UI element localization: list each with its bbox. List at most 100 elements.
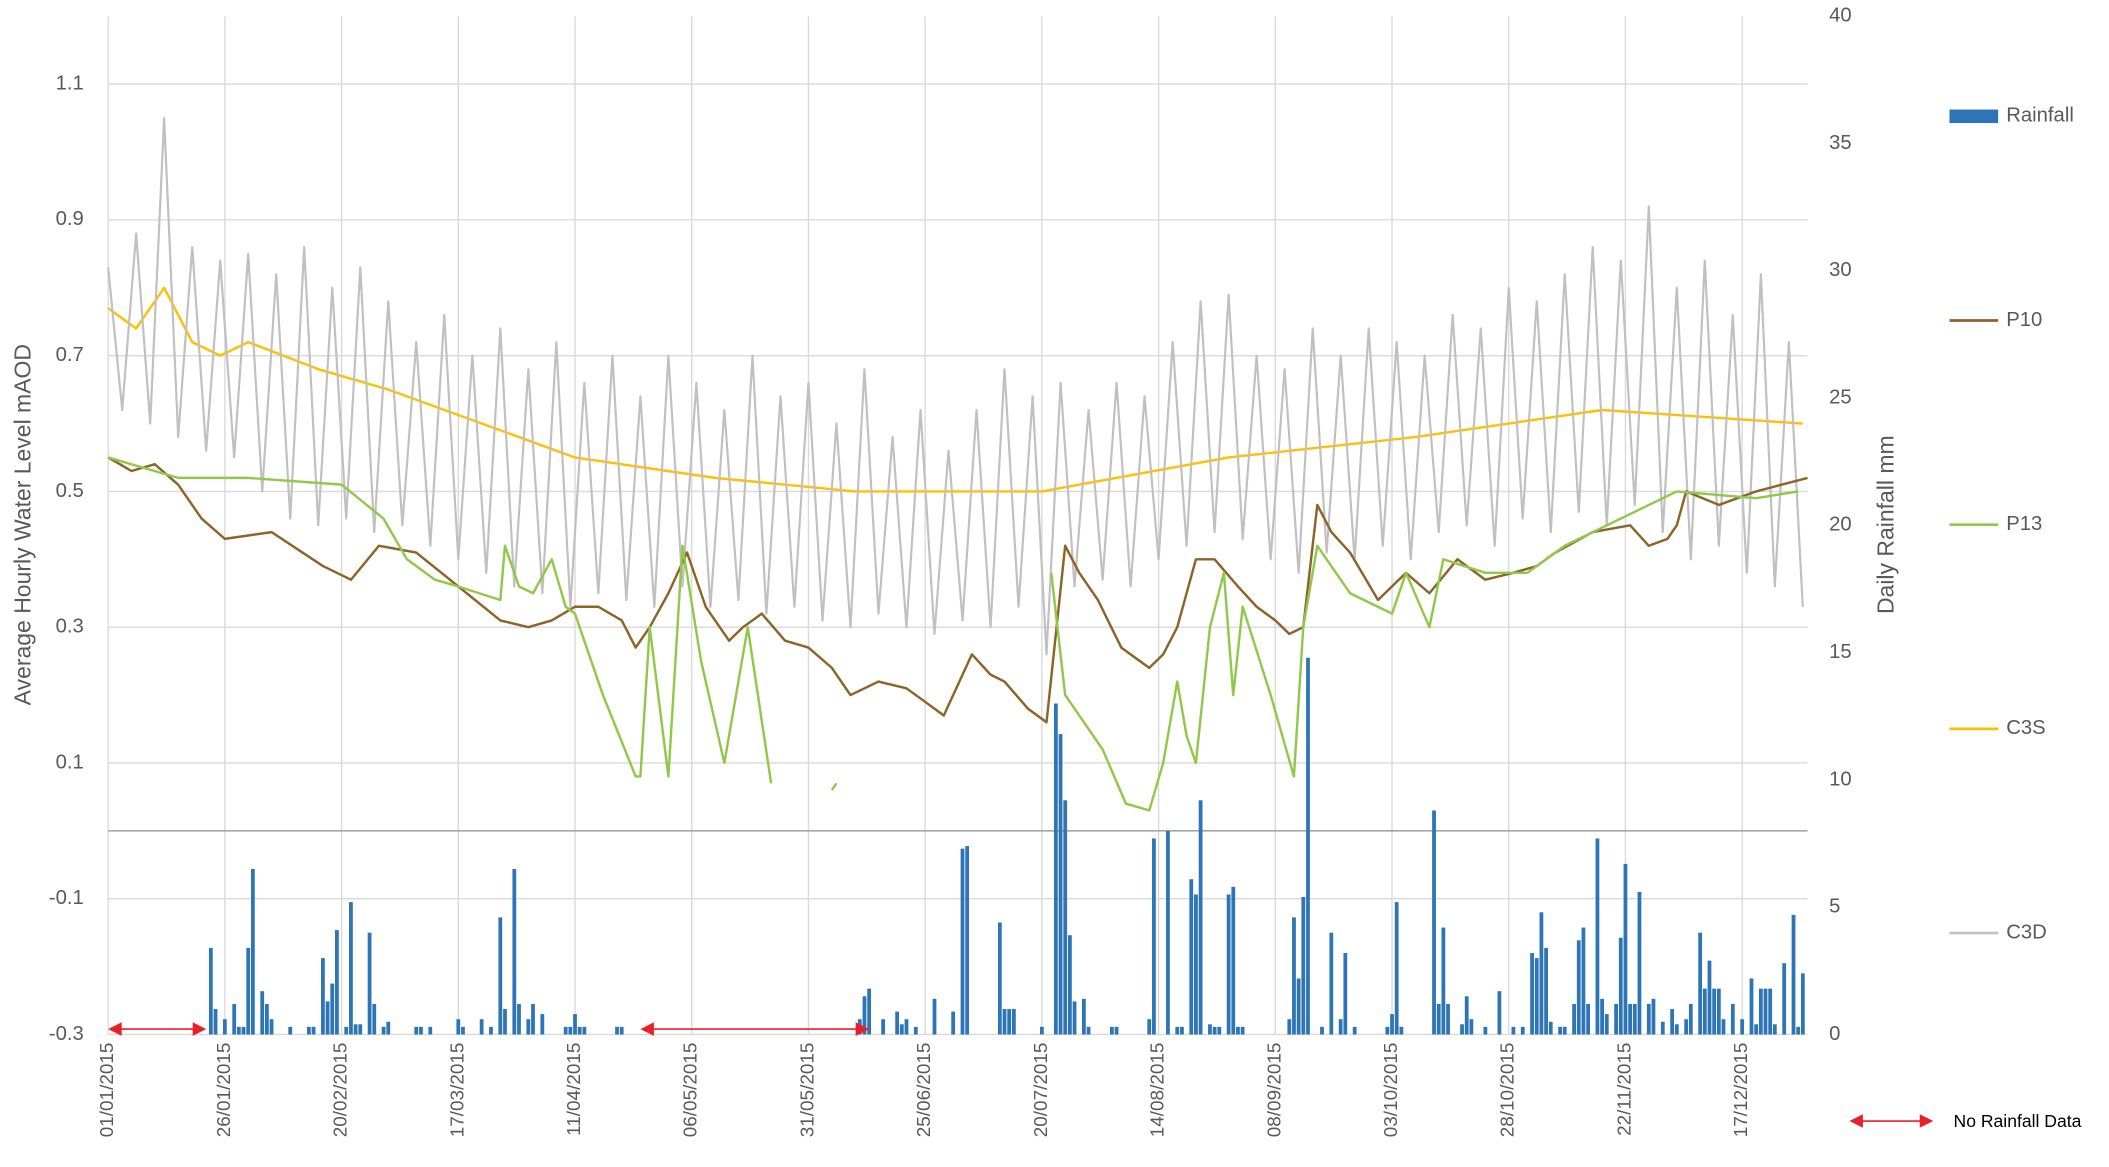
bar bbox=[1152, 838, 1156, 1035]
bar bbox=[1343, 953, 1348, 1035]
bar bbox=[1240, 1026, 1245, 1035]
bar bbox=[951, 1011, 956, 1035]
bar bbox=[1604, 1014, 1609, 1035]
bar bbox=[1320, 1026, 1324, 1035]
bar bbox=[904, 1019, 909, 1035]
bar bbox=[456, 1019, 461, 1035]
y-tick-label: 0.7 bbox=[56, 344, 84, 366]
bar bbox=[1600, 998, 1604, 1035]
bar bbox=[1791, 914, 1796, 1035]
bar bbox=[568, 1026, 573, 1035]
bar bbox=[1306, 657, 1310, 1035]
bar bbox=[1749, 978, 1754, 1035]
bar bbox=[344, 1026, 349, 1035]
bar bbox=[414, 1026, 419, 1035]
x-tick-label: 31/05/2015 bbox=[797, 1043, 818, 1138]
arrow-head bbox=[1849, 1114, 1863, 1128]
bar bbox=[1114, 1026, 1119, 1035]
y2-tick-label: 20 bbox=[1829, 514, 1852, 536]
bar bbox=[381, 1026, 386, 1035]
arrow-head bbox=[192, 1022, 207, 1036]
bar bbox=[236, 1026, 241, 1035]
x-tick-label: 22/11/2015 bbox=[1614, 1043, 1635, 1136]
x-tick-label: 11/04/2015 bbox=[564, 1043, 585, 1136]
bar bbox=[1086, 1026, 1091, 1035]
bar bbox=[1067, 935, 1072, 1035]
arrow-head bbox=[855, 1022, 870, 1036]
bar bbox=[1180, 1026, 1184, 1035]
bar bbox=[1217, 1026, 1222, 1035]
bar bbox=[260, 991, 265, 1035]
bar bbox=[372, 1003, 377, 1035]
bar bbox=[1063, 800, 1068, 1035]
bar bbox=[1194, 894, 1198, 1035]
y2-tick-label: 5 bbox=[1829, 896, 1840, 918]
bar bbox=[1469, 1019, 1474, 1035]
bar bbox=[932, 998, 937, 1035]
bar bbox=[386, 1021, 391, 1035]
bar bbox=[1730, 1003, 1735, 1035]
bar bbox=[1782, 963, 1787, 1035]
bar bbox=[269, 1019, 274, 1035]
legend-label: P13 bbox=[2006, 513, 2042, 535]
bar bbox=[1464, 996, 1469, 1035]
bar bbox=[232, 1003, 237, 1035]
bar bbox=[1296, 978, 1301, 1035]
bar bbox=[899, 1024, 904, 1035]
bar bbox=[1198, 800, 1203, 1035]
bar bbox=[1800, 973, 1805, 1035]
bar bbox=[208, 947, 213, 1035]
bar bbox=[503, 1009, 507, 1035]
bar bbox=[1586, 1003, 1590, 1035]
bar bbox=[489, 1026, 493, 1035]
bar bbox=[1338, 1019, 1343, 1035]
bar bbox=[881, 1019, 886, 1035]
bar bbox=[1053, 703, 1058, 1035]
line-p13 bbox=[107, 456, 1799, 812]
bar bbox=[1520, 1026, 1525, 1035]
y-tick-label: 0.9 bbox=[56, 208, 84, 230]
arrow-head bbox=[1919, 1114, 1934, 1128]
bar bbox=[1436, 1003, 1441, 1035]
x-tick-label: 08/09/2015 bbox=[1264, 1043, 1285, 1138]
bar bbox=[1651, 998, 1656, 1035]
bar bbox=[1707, 960, 1712, 1035]
y2-tick-label: 25 bbox=[1829, 386, 1852, 408]
bar bbox=[250, 869, 255, 1035]
bar bbox=[1110, 1026, 1114, 1035]
bar bbox=[573, 1014, 577, 1035]
bar bbox=[1772, 1024, 1777, 1035]
bar bbox=[1646, 1003, 1651, 1035]
bar bbox=[1572, 1003, 1576, 1035]
y2-tick-label: 35 bbox=[1829, 132, 1852, 154]
bar bbox=[1628, 1003, 1633, 1035]
x-tick-label: 03/10/2015 bbox=[1381, 1043, 1402, 1138]
legend-label: Rainfall bbox=[2006, 105, 2074, 127]
legend-label: P10 bbox=[2006, 309, 2042, 331]
bar bbox=[1716, 988, 1721, 1035]
bar bbox=[1618, 937, 1623, 1035]
x-tick-label: 25/06/2015 bbox=[914, 1043, 935, 1138]
bar bbox=[479, 1019, 484, 1035]
bar bbox=[1081, 998, 1086, 1035]
bar bbox=[1231, 886, 1236, 1035]
arrow-head bbox=[640, 1022, 654, 1036]
bar bbox=[526, 1019, 531, 1035]
legend-swatch bbox=[1949, 109, 1999, 124]
bar bbox=[335, 930, 339, 1035]
bar bbox=[1581, 927, 1586, 1035]
y2-tick-label: 0 bbox=[1829, 1023, 1840, 1045]
x-tick-label: 26/01/2015 bbox=[214, 1043, 235, 1138]
bar bbox=[1530, 953, 1534, 1035]
bar bbox=[1352, 1026, 1357, 1035]
bar bbox=[582, 1026, 587, 1035]
x-tick-label: 17/12/2015 bbox=[1731, 1043, 1752, 1138]
bar bbox=[512, 869, 517, 1035]
bar bbox=[1441, 927, 1446, 1035]
bar bbox=[1212, 1026, 1217, 1035]
y-tick-label: -0.3 bbox=[49, 1023, 84, 1045]
bar bbox=[1390, 1014, 1394, 1035]
bar bbox=[1072, 1001, 1077, 1035]
bar bbox=[1763, 988, 1768, 1035]
bar bbox=[563, 1026, 568, 1035]
